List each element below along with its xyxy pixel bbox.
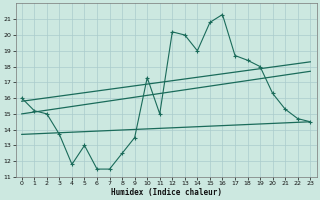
X-axis label: Humidex (Indice chaleur): Humidex (Indice chaleur) (110, 188, 221, 197)
